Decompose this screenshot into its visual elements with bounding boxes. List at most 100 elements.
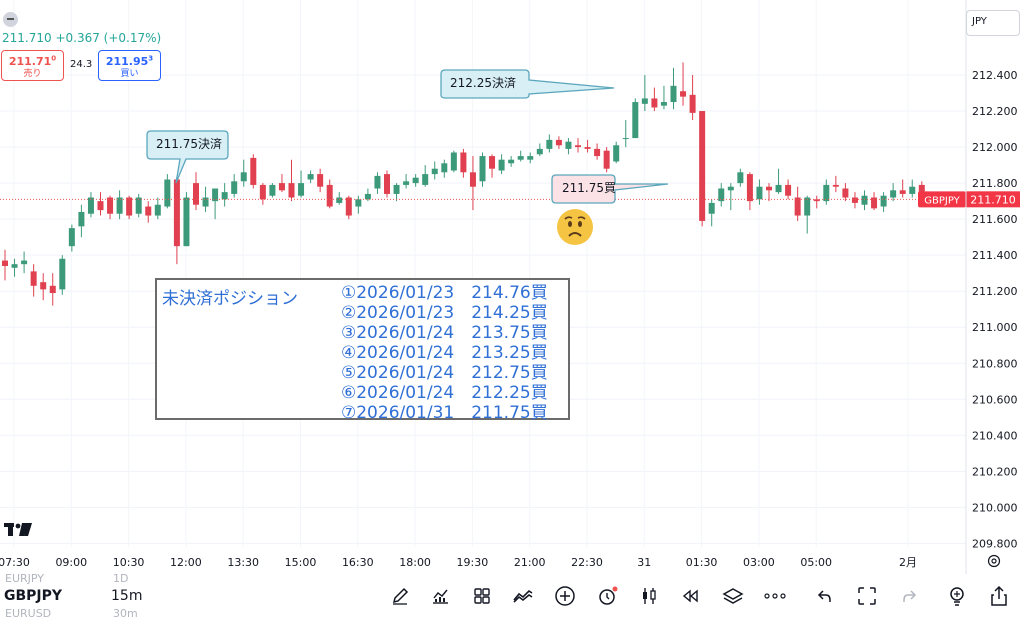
fullscreen-icon[interactable] <box>855 584 879 608</box>
pen-icon[interactable] <box>388 584 412 608</box>
candles-icon[interactable] <box>637 584 661 608</box>
candle-down <box>469 172 476 187</box>
time-tick-label: 03:00 <box>743 556 775 569</box>
settings-icon[interactable] <box>987 553 1001 568</box>
candle-down <box>594 148 601 157</box>
time-tick-label: 18:00 <box>399 556 431 569</box>
candle-down <box>97 201 104 211</box>
watchlist-prev-interval[interactable]: 1D <box>113 572 129 585</box>
time-tick-label: 07:30 <box>0 556 30 569</box>
candles-group <box>2 62 925 306</box>
replay-icon[interactable] <box>679 584 703 608</box>
currency-label: JPY <box>972 16 987 27</box>
candle-up <box>431 168 438 175</box>
buy-button[interactable]: 211.953 買い <box>98 50 161 81</box>
candle-up <box>823 184 830 202</box>
undo-icon[interactable] <box>813 584 837 608</box>
candle-up <box>546 139 553 149</box>
candle-up <box>718 188 725 202</box>
candle-up <box>78 211 85 227</box>
candle-down <box>766 186 772 191</box>
add-icon[interactable] <box>553 584 577 608</box>
price-tick-label: 211.000 <box>972 321 1018 334</box>
candle-up <box>641 98 648 104</box>
price-change: 211.710 +0.367 (+0.17%) <box>2 31 162 45</box>
candle-down <box>832 184 839 187</box>
candle-up <box>479 156 486 182</box>
price-tick-label: 210.800 <box>972 357 1018 370</box>
sell-button[interactable]: 211.710 売り <box>1 50 64 81</box>
layers-icon[interactable] <box>721 584 745 608</box>
interval-selector[interactable]: 15m <box>111 588 143 604</box>
more-icon[interactable] <box>763 584 787 608</box>
price-tick-label: 210.600 <box>972 393 1018 406</box>
callout-close-1: 211.75決済 <box>156 137 222 151</box>
candle-down <box>145 206 152 216</box>
templates-icon[interactable] <box>470 584 494 608</box>
chart-grid <box>0 0 966 547</box>
candle-up <box>307 174 314 180</box>
idea-icon[interactable] <box>945 584 969 608</box>
time-tick-label: 13:30 <box>227 556 259 569</box>
price-axis[interactable]: 212.400 212.200 212.000 211.800 211.600 211.4… <box>965 0 1018 574</box>
compare-icon[interactable] <box>511 584 535 608</box>
candle-up <box>508 159 515 164</box>
alert-icon[interactable] <box>595 584 619 608</box>
candle-up <box>298 183 305 196</box>
callout-buy: 211.75買 <box>562 181 616 195</box>
candle-down <box>651 98 658 108</box>
candle-down <box>575 145 581 148</box>
candle-down <box>30 271 37 286</box>
candle-up <box>622 138 629 140</box>
candle-down <box>699 111 706 221</box>
candle-down <box>326 184 333 207</box>
position-row: ④2026/01/24 213.25買 <box>341 343 548 363</box>
time-tick-label: 31 <box>637 556 651 569</box>
candle-up <box>164 179 171 207</box>
candle-down <box>680 91 687 97</box>
tradingview-logo[interactable] <box>4 522 32 536</box>
currency-selector[interactable]: JPY <box>966 10 1020 36</box>
position-row: ①2026/01/23 214.76買 <box>341 283 548 303</box>
candle-up <box>737 172 744 184</box>
candle-up <box>527 156 534 160</box>
candle-down <box>345 197 352 216</box>
candle-down <box>384 174 390 194</box>
candle-up <box>59 258 66 290</box>
callout-shapes <box>146 69 669 204</box>
watchlist-prev-symbol[interactable]: EURJPY <box>5 572 44 585</box>
candle-down <box>794 197 801 216</box>
candle-up <box>861 195 868 205</box>
spread-value: 24.3 <box>70 59 93 70</box>
candle-up <box>202 197 209 207</box>
candle-up <box>804 197 811 216</box>
price-tick-label: 211.800 <box>972 177 1018 190</box>
candle-up <box>183 197 190 247</box>
position-row: ⑤2026/01/24 212.75買 <box>341 363 548 383</box>
candle-up <box>632 102 639 139</box>
candle-down <box>107 197 114 214</box>
candle-up <box>355 199 362 207</box>
candle-up <box>240 172 247 182</box>
candle-up <box>909 186 916 194</box>
callout-shape-1 <box>146 130 229 184</box>
candle-up <box>708 202 715 214</box>
position-row: ⑥2026/01/24 212.25買 <box>341 383 548 403</box>
indicators-icon[interactable] <box>428 584 452 608</box>
candle-up <box>441 163 448 173</box>
share-icon[interactable] <box>987 584 1011 608</box>
watchlist-next-interval[interactable]: 30m <box>113 607 138 620</box>
bottom-toolbar: EURJPY 1D GBPJPY 15m EURUSD 30m <box>0 572 1024 620</box>
symbol-name[interactable]: GBPJPY <box>4 588 63 604</box>
collapse-icon[interactable] <box>3 12 18 27</box>
candle-down <box>813 199 820 202</box>
candle-up <box>880 195 887 207</box>
time-axis[interactable]: 07:30 09:00 10:30 12:00 13:30 15:00 16:30 18:00… <box>0 556 917 569</box>
candle-up <box>393 184 400 194</box>
position-row: ②2026/01/23 214.25買 <box>341 303 548 323</box>
watchlist-next-symbol[interactable]: EURUSD <box>5 607 52 620</box>
sell-price: 211.710 <box>8 54 57 68</box>
redo-icon[interactable] <box>897 584 921 608</box>
candle-down <box>746 174 753 202</box>
